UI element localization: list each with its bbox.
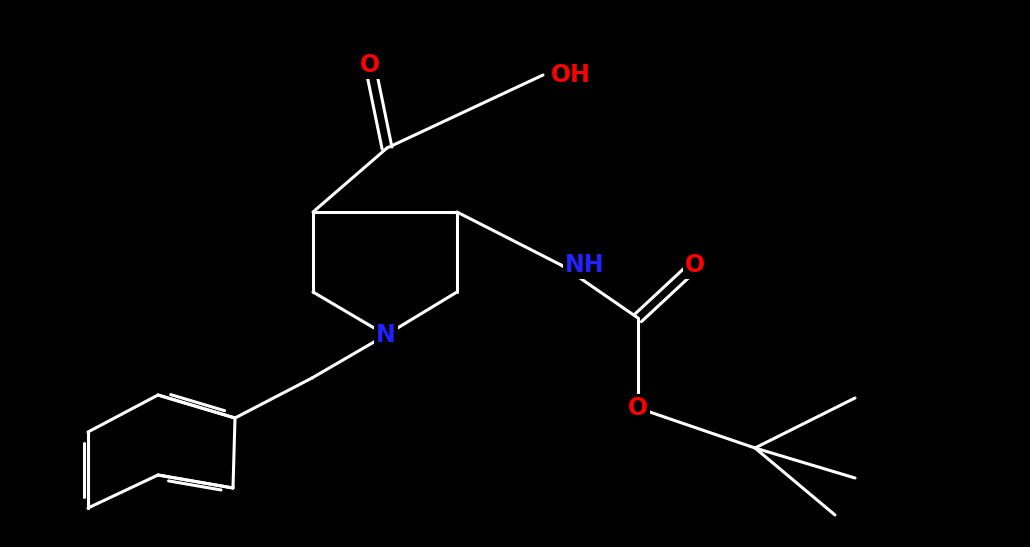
Text: N: N — [376, 323, 396, 347]
Text: OH: OH — [551, 63, 591, 87]
Text: O: O — [685, 253, 706, 277]
Text: O: O — [359, 53, 380, 77]
Text: O: O — [628, 396, 648, 420]
Text: NH: NH — [565, 253, 605, 277]
